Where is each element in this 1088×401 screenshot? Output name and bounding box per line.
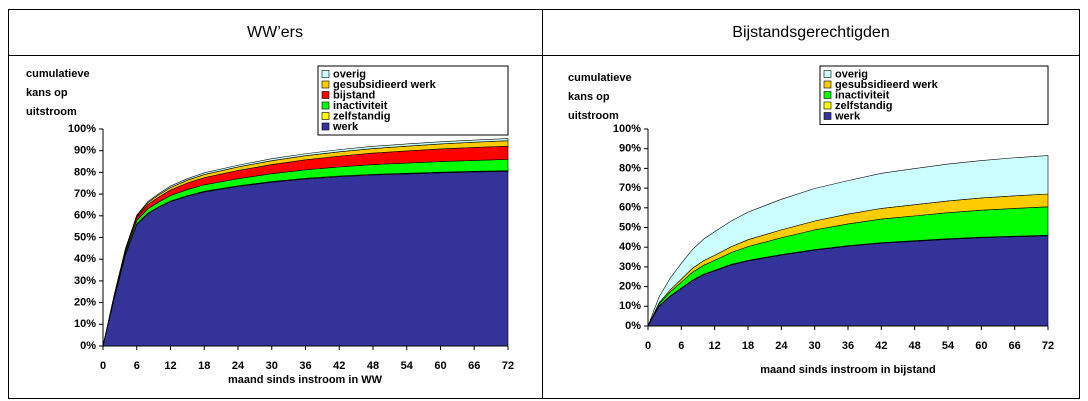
- y-tick-label: 60%: [619, 202, 641, 214]
- x-tick-label: 66: [1009, 340, 1021, 352]
- x-tick-label: 54: [942, 340, 955, 352]
- x-tick-label: 18: [198, 360, 210, 372]
- y-tick-label: 100%: [613, 123, 641, 135]
- y-tick-label: 40%: [619, 241, 641, 253]
- y-tick-label: 80%: [74, 166, 96, 178]
- x-tick-label: 48: [367, 360, 379, 372]
- legend-label: zelfstandig: [333, 110, 390, 122]
- legend-swatch: [321, 122, 330, 131]
- legend-swatch: [321, 80, 330, 89]
- x-tick-label: 18: [742, 340, 754, 352]
- y-tick-label: 60%: [74, 210, 96, 222]
- legend-label: werk: [332, 121, 359, 133]
- y-tick-label: 0%: [80, 340, 96, 352]
- x-tick-label: 48: [909, 340, 921, 352]
- legend-label: werk: [834, 110, 861, 122]
- legend-label: overig: [333, 68, 366, 80]
- legend-swatch: [321, 70, 330, 78]
- legend-swatch: [823, 70, 832, 78]
- area: [647, 155, 1049, 327]
- legend-label: inactiviteit: [835, 89, 890, 101]
- legend-swatch: [823, 112, 832, 120]
- x-axis-label: maand sinds instroom in bijstand: [760, 364, 935, 376]
- y-axis-label: kans op: [26, 87, 68, 99]
- legend-label: inactiviteit: [333, 100, 388, 112]
- x-tick-label: 30: [809, 340, 821, 352]
- x-tick-label: 24: [775, 340, 788, 352]
- y-tick-label: 0%: [625, 320, 641, 332]
- legend-label: zelfstandig: [835, 100, 892, 112]
- legend-label: overig: [835, 68, 868, 80]
- x-tick-label: 0: [645, 340, 651, 352]
- y-axis-label: uitstroom: [568, 110, 619, 122]
- x-axis-label: maand sinds instroom in WW: [228, 374, 383, 386]
- y-tick-label: 40%: [74, 253, 96, 265]
- legend-swatch: [823, 80, 832, 89]
- chart-title: Bijstandsgerechtigden: [732, 24, 889, 41]
- y-tick-label: 80%: [619, 162, 641, 174]
- x-tick-label: 6: [134, 360, 140, 372]
- x-tick-label: 72: [1042, 340, 1054, 352]
- x-tick-label: 66: [468, 360, 480, 372]
- legend-box: [819, 65, 1049, 125]
- y-tick-label: 30%: [619, 261, 641, 273]
- legend-label: gesubsidieerd werk: [835, 79, 939, 91]
- x-tick-label: 60: [434, 360, 446, 372]
- y-tick-label: 30%: [74, 275, 96, 287]
- x-tick-label: 72: [502, 360, 514, 372]
- x-tick-label: 12: [164, 360, 176, 372]
- table-border: [8, 9, 1080, 399]
- x-tick-label: 54: [401, 360, 414, 372]
- y-tick-label: 90%: [619, 143, 641, 155]
- y-tick-label: 10%: [619, 300, 641, 312]
- x-tick-label: 6: [678, 340, 684, 352]
- x-tick-label: 24: [232, 360, 245, 372]
- y-axis-label: cumulatieve: [568, 72, 632, 84]
- legend-swatch: [823, 91, 832, 99]
- y-axis-label: kans op: [568, 91, 610, 103]
- x-tick-label: 42: [333, 360, 345, 372]
- y-tick-label: 20%: [619, 281, 641, 293]
- y-tick-label: 10%: [74, 318, 96, 330]
- legend-swatch: [321, 101, 330, 110]
- y-tick-label: 100%: [68, 123, 96, 135]
- x-tick-label: 60: [975, 340, 987, 352]
- y-tick-label: 70%: [619, 182, 641, 194]
- y-axis-label: cumulatieve: [26, 68, 90, 80]
- legend-label: bijstand: [333, 89, 375, 101]
- x-tick-label: 36: [842, 340, 854, 352]
- legend-swatch: [823, 101, 832, 110]
- legend-swatch: [321, 91, 330, 99]
- x-tick-label: 36: [299, 360, 311, 372]
- y-tick-label: 50%: [74, 231, 96, 243]
- y-tick-label: 50%: [619, 221, 641, 233]
- chart-title: WW’ers: [247, 24, 303, 41]
- legend-label: gesubsidieerd werk: [333, 79, 437, 91]
- legend-box: [317, 65, 509, 136]
- y-tick-label: 70%: [74, 188, 96, 200]
- y-tick-label: 20%: [74, 297, 96, 309]
- x-tick-label: 30: [266, 360, 278, 372]
- x-tick-label: 0: [100, 360, 106, 372]
- y-tick-label: 90%: [74, 145, 96, 157]
- legend-swatch: [321, 112, 330, 120]
- area: [102, 138, 509, 347]
- x-tick-label: 12: [709, 340, 721, 352]
- x-tick-label: 42: [875, 340, 887, 352]
- y-axis-label: uitstroom: [26, 106, 77, 118]
